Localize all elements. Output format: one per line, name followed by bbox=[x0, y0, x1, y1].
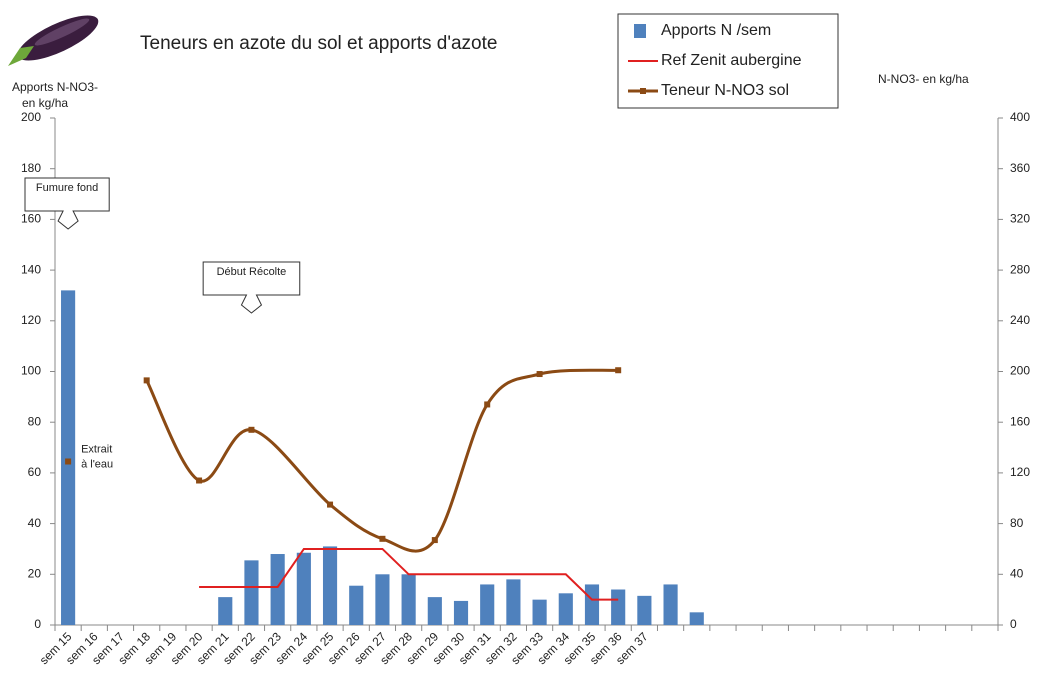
bar bbox=[585, 584, 599, 625]
point-label-line: Extrait bbox=[81, 443, 112, 455]
y2-tick-label: 400 bbox=[1010, 110, 1030, 124]
y-tick-label: 180 bbox=[21, 161, 41, 175]
y2-tick-label: 160 bbox=[1010, 414, 1030, 428]
bar bbox=[663, 584, 677, 625]
chart-title: Teneurs en azote du sol et apports d'azo… bbox=[140, 33, 497, 54]
y2-tick-label: 360 bbox=[1010, 161, 1030, 175]
y-tick-label: 60 bbox=[28, 465, 42, 479]
point-marker bbox=[615, 367, 621, 373]
y-tick-label: 40 bbox=[28, 516, 42, 530]
point-marker bbox=[327, 502, 333, 508]
y2-tick-label: 80 bbox=[1010, 516, 1024, 530]
legend-label: Ref Zenit aubergine bbox=[661, 52, 802, 69]
eggplant-icon bbox=[8, 7, 104, 70]
bar bbox=[480, 584, 494, 625]
point-marker bbox=[432, 537, 438, 543]
bar bbox=[323, 546, 337, 625]
y-tick-label: 0 bbox=[34, 617, 41, 631]
y-axis-title: Apports N-NO3- bbox=[12, 80, 98, 94]
bar bbox=[271, 554, 285, 625]
point-label-line: à l'eau bbox=[81, 458, 113, 470]
callout-text: Début Récolte bbox=[217, 266, 287, 278]
line bbox=[147, 370, 619, 551]
legend-swatch bbox=[640, 88, 646, 94]
y2-tick-label: 320 bbox=[1010, 212, 1030, 226]
y-tick-label: 200 bbox=[21, 110, 41, 124]
y-tick-label: 80 bbox=[28, 414, 42, 428]
legend-swatch bbox=[634, 24, 646, 38]
bar bbox=[244, 560, 258, 625]
bar bbox=[533, 600, 547, 625]
y2-tick-label: 40 bbox=[1010, 566, 1024, 580]
y2-tick-label: 120 bbox=[1010, 465, 1030, 479]
y-tick-label: 20 bbox=[28, 566, 42, 580]
bar bbox=[690, 612, 704, 625]
bar bbox=[428, 597, 442, 625]
bar bbox=[637, 596, 651, 625]
bar bbox=[218, 597, 232, 625]
y-tick-label: 160 bbox=[21, 212, 41, 226]
point-marker bbox=[65, 458, 71, 464]
chart: Teneurs en azote du sol et apports d'azo… bbox=[0, 0, 1037, 677]
point-marker bbox=[196, 478, 202, 484]
point-marker bbox=[484, 401, 490, 407]
point-marker bbox=[379, 536, 385, 542]
y-tick-label: 140 bbox=[21, 262, 41, 276]
page: {"chart_data": { "type": "bar", "title":… bbox=[0, 0, 1037, 677]
bar bbox=[402, 574, 416, 625]
callout-text: Fumure fond bbox=[36, 182, 98, 194]
bar bbox=[375, 574, 389, 625]
y2-tick-label: 240 bbox=[1010, 313, 1030, 327]
legend-label: Teneur N-NO3 sol bbox=[661, 82, 789, 99]
bar bbox=[559, 593, 573, 625]
legend-label: Apports N /sem bbox=[661, 22, 771, 39]
y2-tick-label: 280 bbox=[1010, 262, 1030, 276]
bar bbox=[611, 590, 625, 625]
bar bbox=[61, 290, 75, 625]
bar bbox=[506, 579, 520, 625]
point-marker bbox=[248, 427, 254, 433]
point-marker bbox=[537, 371, 543, 377]
bar bbox=[454, 601, 468, 625]
y-tick-label: 120 bbox=[21, 313, 41, 327]
y-tick-label: 100 bbox=[21, 364, 41, 378]
point-label: Extrait à l'eau bbox=[81, 443, 113, 470]
y2-axis-title: N-NO3- en kg/ha bbox=[878, 72, 969, 86]
y2-tick-label: 0 bbox=[1010, 617, 1017, 631]
bar bbox=[349, 586, 363, 625]
y-axis-title: en kg/ha bbox=[22, 96, 68, 110]
point-marker bbox=[144, 377, 150, 383]
y2-tick-label: 200 bbox=[1010, 364, 1030, 378]
bar bbox=[297, 553, 311, 625]
